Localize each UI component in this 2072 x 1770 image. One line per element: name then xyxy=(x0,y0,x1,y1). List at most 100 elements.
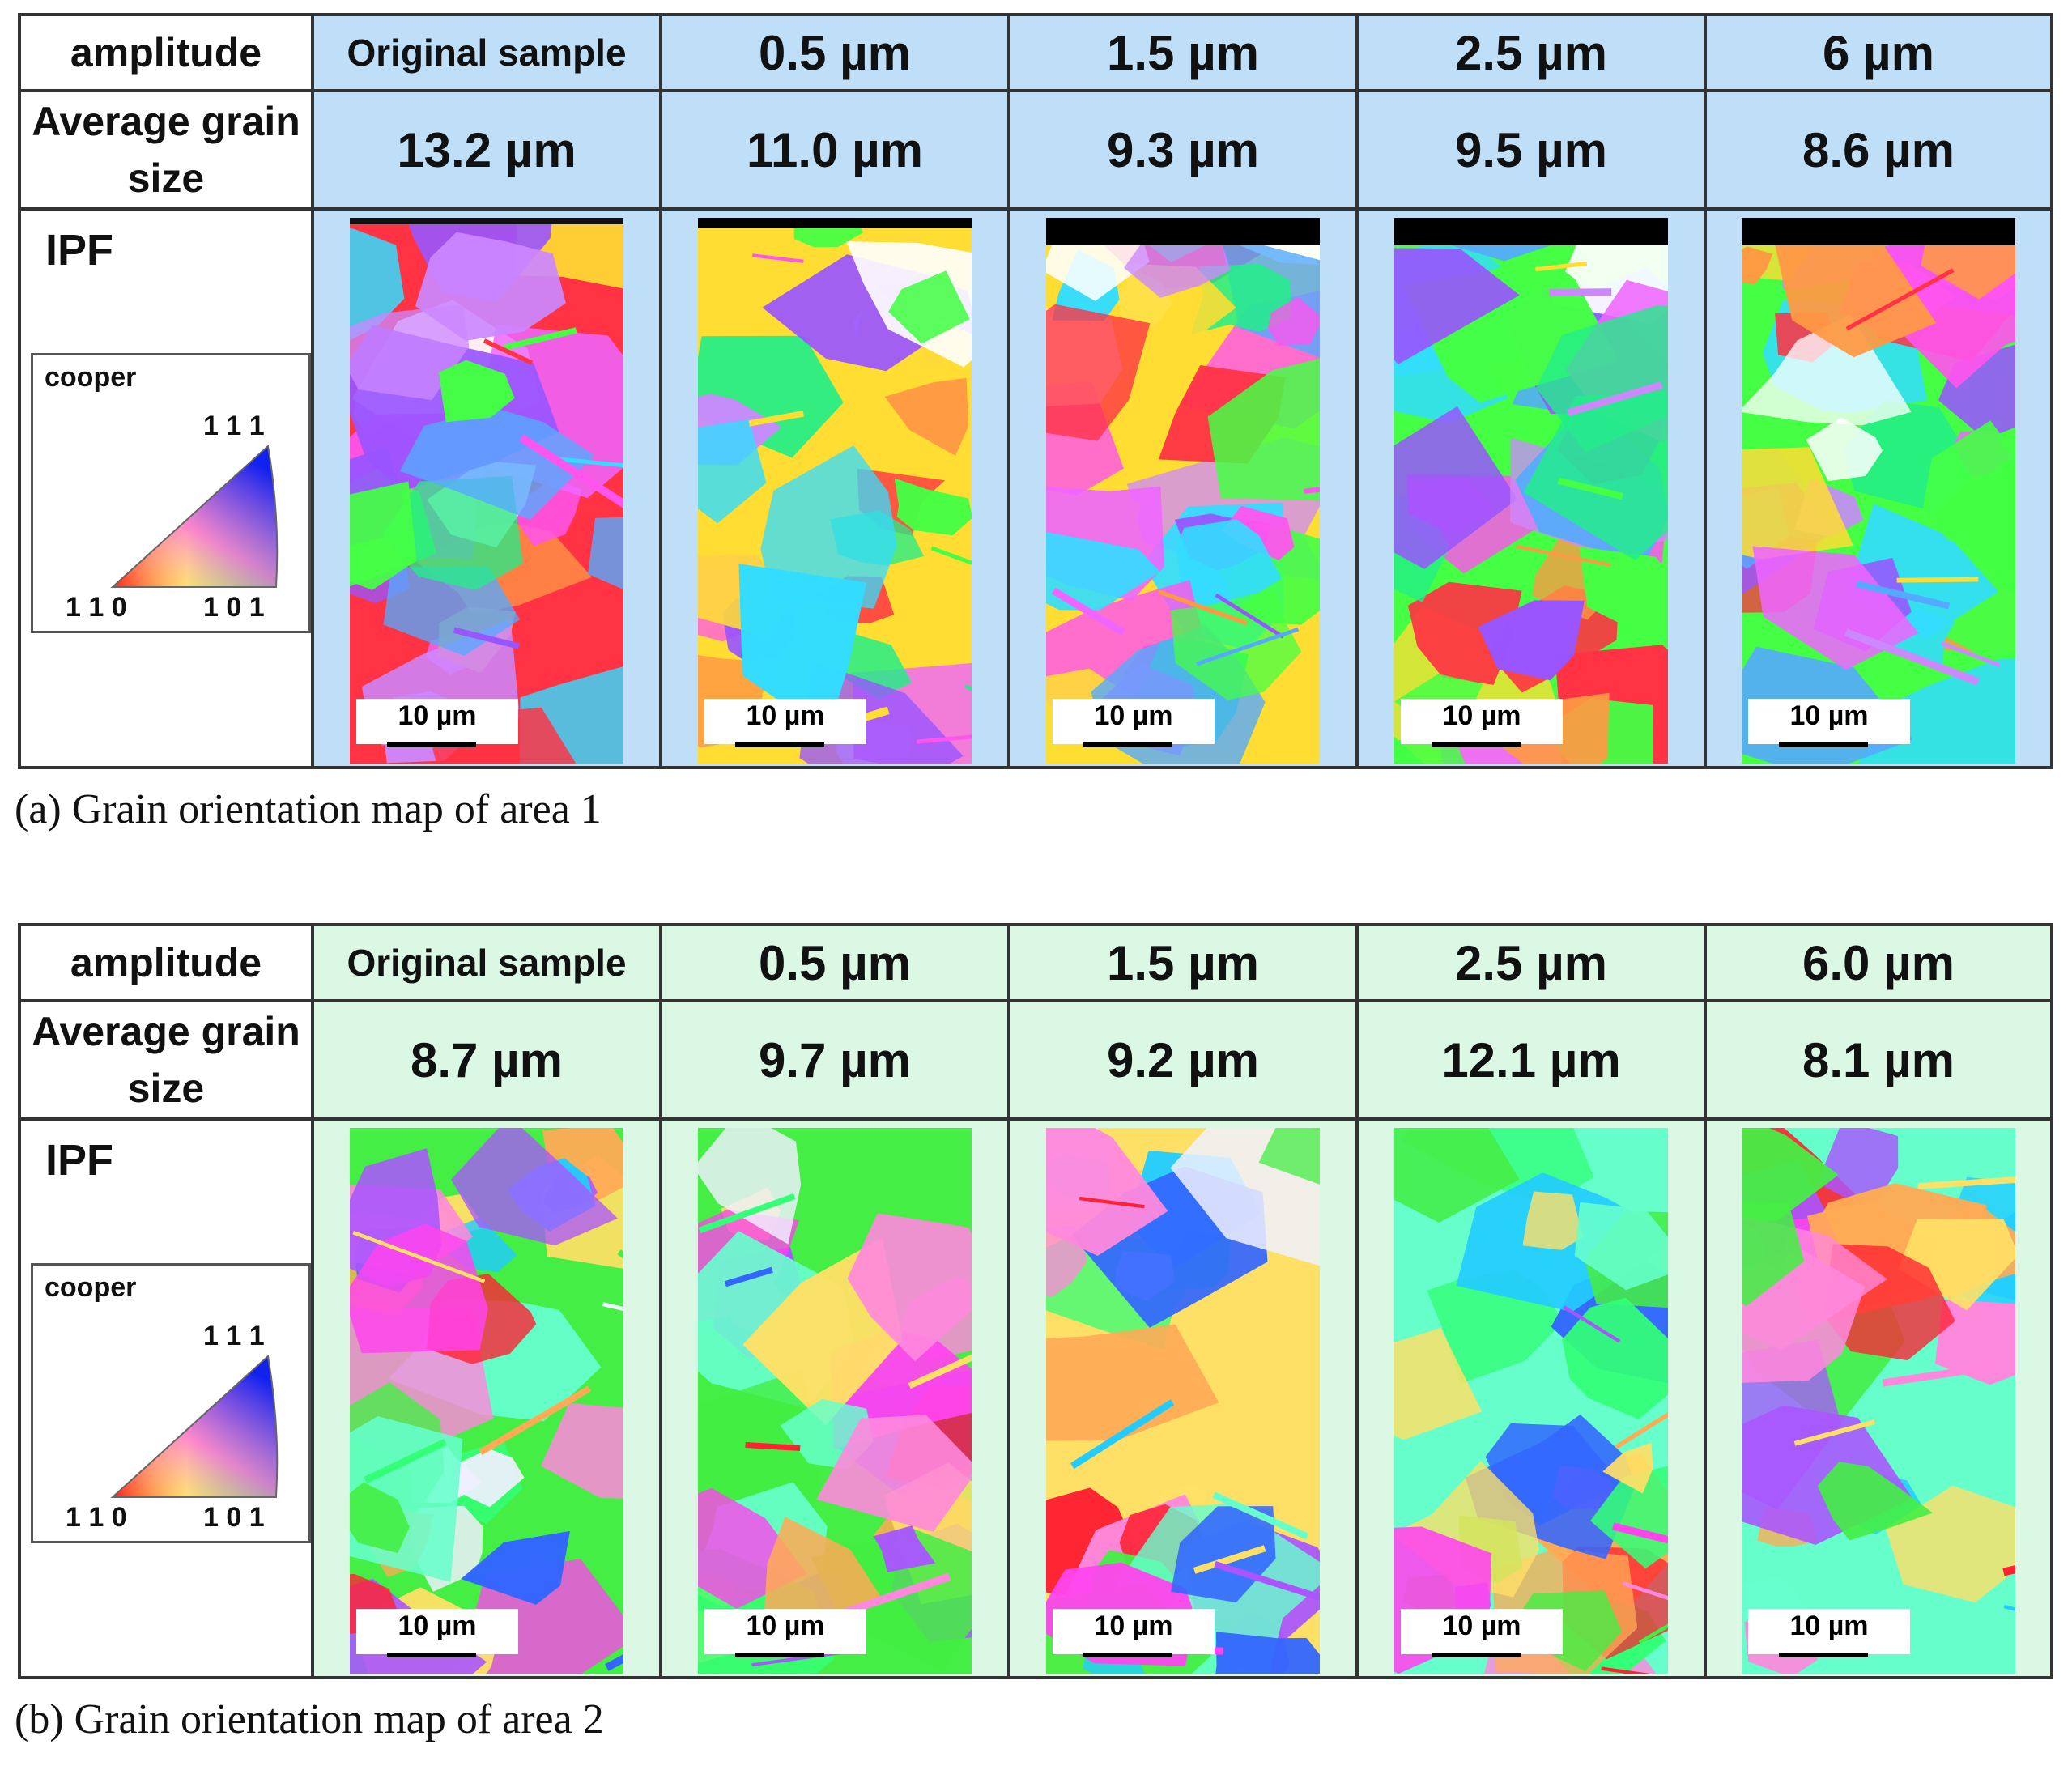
legend-101: 1 0 1 xyxy=(203,1502,265,1533)
scale-bar: 10 µm xyxy=(1401,699,1563,747)
ipf-map-cell: 10 µm xyxy=(1355,207,1707,769)
ipf-legend: cooper 1 xyxy=(31,353,311,633)
grain-map-image xyxy=(1394,218,1668,764)
figure-a: amplitude Original sample 0.5 µm 1.5 µm … xyxy=(15,13,2053,833)
ipf-row: IPF cooper xyxy=(18,1117,2053,1679)
grain-size-0-5: 11.0 µm xyxy=(659,89,1010,211)
grain-map-image xyxy=(350,1128,623,1674)
scale-bar-label: 10 µm xyxy=(1442,1610,1521,1641)
legend-110: 1 1 0 xyxy=(66,592,127,623)
grain-size-label: Average grain size xyxy=(18,999,314,1121)
scale-bar-label: 10 µm xyxy=(1094,1610,1173,1641)
scale-bar-label: 10 µm xyxy=(1442,700,1521,731)
scale-bar-line xyxy=(1432,742,1521,747)
legend-101: 1 0 1 xyxy=(203,592,265,623)
grain-map-image xyxy=(698,1128,972,1674)
grain-size-2-5: 9.5 µm xyxy=(1355,89,1707,211)
ipf-map: 10 µm xyxy=(350,218,623,764)
scale-bar-line xyxy=(1779,1653,1868,1657)
ipf-map: 10 µm xyxy=(1046,1128,1320,1674)
amplitude-6-0: 6.0 µm xyxy=(1704,923,2053,1002)
amplitude-0-5: 0.5 µm xyxy=(659,13,1010,92)
grain-size-2-5: 12.1 µm xyxy=(1355,999,1707,1121)
grain-size-6-0: 8.1 µm xyxy=(1704,999,2053,1121)
figure-b-table: amplitude Original sample 0.5 µm 1.5 µm … xyxy=(18,923,2053,1679)
scale-bar-label: 10 µm xyxy=(398,1610,477,1641)
scale-bar-label: 10 µm xyxy=(1789,700,1869,731)
grain-size-0-5: 9.7 µm xyxy=(659,999,1010,1121)
ipf-triangle-icon xyxy=(110,445,279,588)
scale-bar-label: 10 µm xyxy=(398,700,477,731)
amplitude-row: amplitude Original sample 0.5 µm 1.5 µm … xyxy=(18,13,2053,92)
scale-bar-line xyxy=(1083,742,1172,747)
scale-bar: 10 µm xyxy=(704,699,866,747)
legend-111: 1 1 1 xyxy=(203,411,265,441)
scale-bar-label: 10 µm xyxy=(746,1610,825,1641)
amplitude-original: Original sample xyxy=(311,13,662,92)
grain-map-image xyxy=(1742,218,2015,764)
scale-bar-line xyxy=(387,742,476,747)
figure-a-caption: (a) Grain orientation map of area 1 xyxy=(15,786,602,832)
ipf-map: 10 µm xyxy=(1394,1128,1668,1674)
grain-size-1-5: 9.3 µm xyxy=(1007,89,1359,211)
amplitude-6: 6 µm xyxy=(1704,13,2053,92)
figure-b-caption: (b) Grain orientation map of area 2 xyxy=(15,1696,604,1742)
grain-size-1-5: 9.2 µm xyxy=(1007,999,1359,1121)
grain-size-original: 8.7 µm xyxy=(311,999,662,1121)
scale-bar: 10 µm xyxy=(1748,1609,1910,1657)
grain-map-image xyxy=(1046,1128,1320,1674)
grain-size-6: 8.6 µm xyxy=(1704,89,2053,211)
legend-110: 1 1 0 xyxy=(66,1502,127,1533)
ipf-map: 10 µm xyxy=(1394,218,1668,764)
ipf-title: IPF xyxy=(45,1136,114,1185)
amplitude-original: Original sample xyxy=(311,923,662,1002)
grain-map-image xyxy=(1742,1128,2015,1674)
ipf-label-cell: IPF cooper xyxy=(18,1117,314,1679)
amplitude-label: amplitude xyxy=(18,13,314,92)
legend-material: cooper xyxy=(45,1272,137,1303)
ipf-triangle-icon xyxy=(110,1355,279,1498)
scale-bar: 10 µm xyxy=(356,1609,518,1657)
ipf-label-cell: IPF cooper xyxy=(18,207,314,769)
scale-bar: 10 µm xyxy=(1053,1609,1215,1657)
scale-bar: 10 µm xyxy=(356,699,518,747)
scale-bar-line xyxy=(735,1653,824,1657)
legend-111: 1 1 1 xyxy=(203,1321,265,1351)
amplitude-label: amplitude xyxy=(18,923,314,1002)
ipf-map-cell: 10 µm xyxy=(659,1117,1010,1679)
grain-map-image xyxy=(1394,1128,1668,1674)
grain-size-row: Average grain size 8.7 µm 9.7 µm 9.2 µm … xyxy=(18,999,2053,1121)
scale-bar-line xyxy=(1432,1653,1521,1657)
ipf-map-cell: 10 µm xyxy=(1355,1117,1707,1679)
scale-bar-label: 10 µm xyxy=(1094,700,1173,731)
ipf-map: 10 µm xyxy=(350,1128,623,1674)
amplitude-1-5: 1.5 µm xyxy=(1007,923,1359,1002)
scale-bar: 10 µm xyxy=(704,1609,866,1657)
ipf-title: IPF xyxy=(45,226,114,274)
legend-material: cooper xyxy=(45,362,137,393)
ipf-row: IPF cooper xyxy=(18,207,2053,769)
grain-map-image xyxy=(1046,218,1320,764)
scale-bar: 10 µm xyxy=(1053,699,1215,747)
ipf-map-cell: 10 µm xyxy=(311,207,662,769)
scale-bar-line xyxy=(735,742,824,747)
grain-map-image xyxy=(698,218,972,764)
ipf-map-cell: 10 µm xyxy=(311,1117,662,1679)
ipf-legend: cooper 1 xyxy=(31,1263,311,1543)
scale-bar: 10 µm xyxy=(1401,1609,1563,1657)
amplitude-2-5: 2.5 µm xyxy=(1355,13,1707,92)
grain-size-label: Average grain size xyxy=(18,89,314,211)
amplitude-0-5: 0.5 µm xyxy=(659,923,1010,1002)
scale-bar-label: 10 µm xyxy=(746,700,825,731)
scale-bar-line xyxy=(387,1653,476,1657)
figure-b: amplitude Original sample 0.5 µm 1.5 µm … xyxy=(15,923,2053,1743)
grain-size-row: Average grain size 13.2 µm 11.0 µm 9.3 µ… xyxy=(18,89,2053,211)
ipf-map: 10 µm xyxy=(1742,218,2015,764)
ipf-map-cell: 10 µm xyxy=(1704,207,2053,769)
amplitude-2-5: 2.5 µm xyxy=(1355,923,1707,1002)
grain-size-original: 13.2 µm xyxy=(311,89,662,211)
ipf-map: 10 µm xyxy=(1046,218,1320,764)
amplitude-row: amplitude Original sample 0.5 µm 1.5 µm … xyxy=(18,923,2053,1002)
ipf-map-cell: 10 µm xyxy=(1704,1117,2053,1679)
amplitude-1-5: 1.5 µm xyxy=(1007,13,1359,92)
